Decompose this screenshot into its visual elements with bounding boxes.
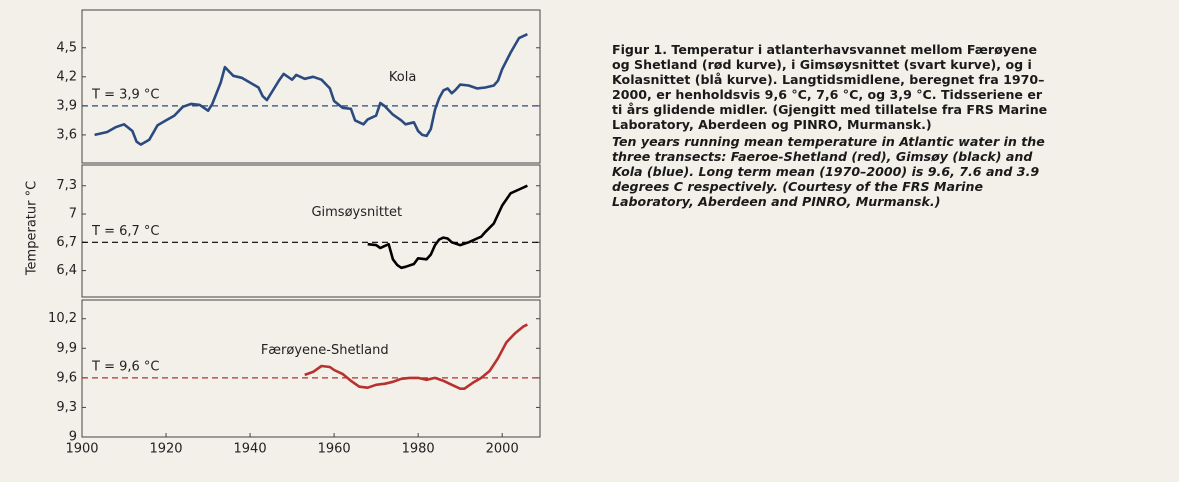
y-tick-label: 3,6 (56, 127, 77, 142)
panel-frame (81, 9, 541, 164)
panel-frame (81, 164, 541, 298)
mean-label: T = 9,6 °C (91, 359, 159, 374)
x-tick-label: 1960 (318, 442, 351, 457)
y-axis-label: Temperatur °C (25, 181, 40, 276)
x-tick-label: 1900 (65, 442, 98, 457)
y-tick-label: 4,2 (56, 69, 77, 84)
mean-label: T = 6,7 °C (91, 224, 159, 239)
caption-norwegian: Figur 1. Temperatur i atlanterhavsvannet… (612, 42, 1048, 132)
x-tick-label: 1920 (149, 442, 182, 457)
series-label: Færøyene-Shetland (261, 343, 389, 358)
x-tick-label: 1980 (402, 442, 435, 457)
y-tick-label: 10,2 (48, 311, 77, 326)
caption-english: Ten years running mean temperature in At… (612, 134, 1045, 209)
y-tick-label: 3,9 (56, 98, 77, 113)
x-tick-label: 1940 (234, 442, 267, 457)
panel-frame (81, 299, 541, 438)
chart: Temperatur °C 3,6 3,9 4,2 4,5 T = 3,9 °C Kola… (25, 9, 541, 457)
y-tick-label: 4,5 (56, 40, 77, 55)
series-line (304, 323, 528, 390)
y-tick-label: 7,3 (56, 178, 77, 193)
mean-label: T = 3,9 °C (91, 87, 159, 102)
series-label: Kola (389, 70, 416, 85)
series-line (367, 184, 528, 270)
x-tick-label: 2000 (486, 442, 519, 457)
y-tick-label: 6,4 (56, 263, 77, 278)
y-tick-label: 6,7 (56, 235, 77, 250)
caption: Figur 1. Temperatur i atlanterhavsvannet… (612, 42, 1052, 209)
y-tick-label: 7 (69, 207, 77, 222)
y-tick-label: 9,9 (56, 341, 77, 356)
series-label: Gimsøysnittet (311, 205, 402, 220)
series-line (94, 33, 528, 146)
y-tick-label: 9,6 (56, 370, 77, 385)
y-tick-label: 9 (69, 430, 77, 445)
y-tick-label: 9,3 (56, 400, 77, 415)
